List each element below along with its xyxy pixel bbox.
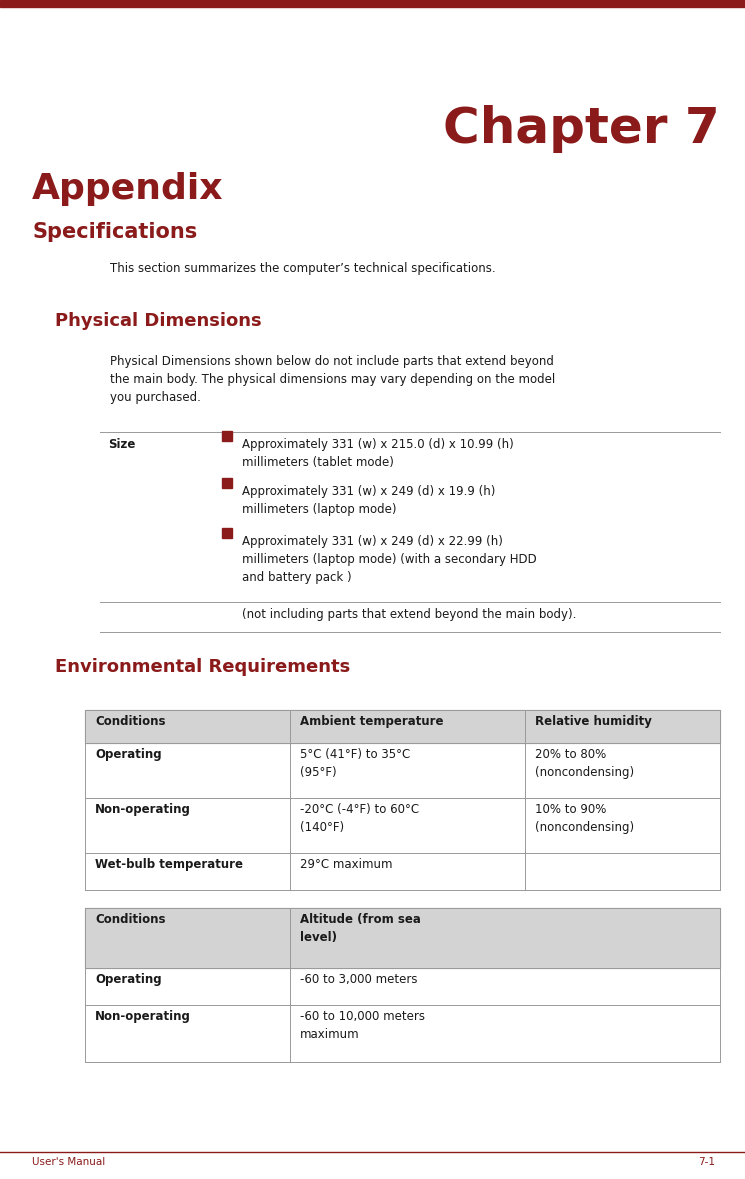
Text: Altitude (from sea
level): Altitude (from sea level) [300, 913, 421, 944]
Text: -60 to 3,000 meters: -60 to 3,000 meters [300, 973, 417, 986]
Text: 10% to 90%
(noncondensing): 10% to 90% (noncondensing) [535, 803, 634, 834]
Bar [222, 432, 232, 441]
Text: Approximately 331 (w) x 215.0 (d) x 10.99 (h)
millimeters (tablet mode): Approximately 331 (w) x 215.0 (d) x 10.9… [242, 439, 514, 469]
Text: Specifications: Specifications [32, 222, 197, 242]
Text: Physical Dimensions shown below do not include parts that extend beyond
the main: Physical Dimensions shown below do not i… [110, 355, 555, 404]
Text: Appendix: Appendix [32, 172, 224, 206]
Text: Approximately 331 (w) x 249 (d) x 22.99 (h)
millimeters (laptop mode) (with a se: Approximately 331 (w) x 249 (d) x 22.99 … [242, 535, 536, 584]
Text: -20°C (-4°F) to 60°C
(140°F): -20°C (-4°F) to 60°C (140°F) [300, 803, 419, 834]
Text: 20% to 80%
(noncondensing): 20% to 80% (noncondensing) [535, 747, 634, 779]
Text: Ambient temperature: Ambient temperature [300, 714, 443, 727]
Bar [222, 477, 232, 488]
Text: Conditions: Conditions [95, 913, 165, 926]
Text: User's Manual: User's Manual [32, 1157, 105, 1167]
Text: Physical Dimensions: Physical Dimensions [55, 312, 261, 330]
Text: Operating: Operating [95, 747, 162, 760]
Text: Relative humidity: Relative humidity [535, 714, 652, 727]
Text: Wet-bulb temperature: Wet-bulb temperature [95, 858, 243, 871]
Text: Non-operating: Non-operating [95, 803, 191, 816]
Text: Chapter 7: Chapter 7 [443, 105, 720, 153]
Text: 29°C maximum: 29°C maximum [300, 858, 393, 871]
Text: Conditions: Conditions [95, 714, 165, 727]
Bar [222, 528, 232, 538]
Text: -60 to 10,000 meters
maximum: -60 to 10,000 meters maximum [300, 1010, 425, 1041]
Text: Operating: Operating [95, 973, 162, 986]
Bar [0, 0, 745, 7]
Text: This section summarizes the computer’s technical specifications.: This section summarizes the computer’s t… [110, 262, 495, 275]
Text: 7-1: 7-1 [698, 1157, 715, 1167]
Text: 5°C (41°F) to 35°C
(95°F): 5°C (41°F) to 35°C (95°F) [300, 747, 410, 779]
Bar [85, 710, 720, 743]
Bar [85, 908, 720, 968]
Text: Environmental Requirements: Environmental Requirements [55, 658, 350, 676]
Text: Approximately 331 (w) x 249 (d) x 19.9 (h)
millimeters (laptop mode): Approximately 331 (w) x 249 (d) x 19.9 (… [242, 485, 495, 516]
Text: Non-operating: Non-operating [95, 1010, 191, 1023]
Text: (not including parts that extend beyond the main body).: (not including parts that extend beyond … [242, 608, 577, 621]
Text: Size: Size [108, 439, 136, 452]
